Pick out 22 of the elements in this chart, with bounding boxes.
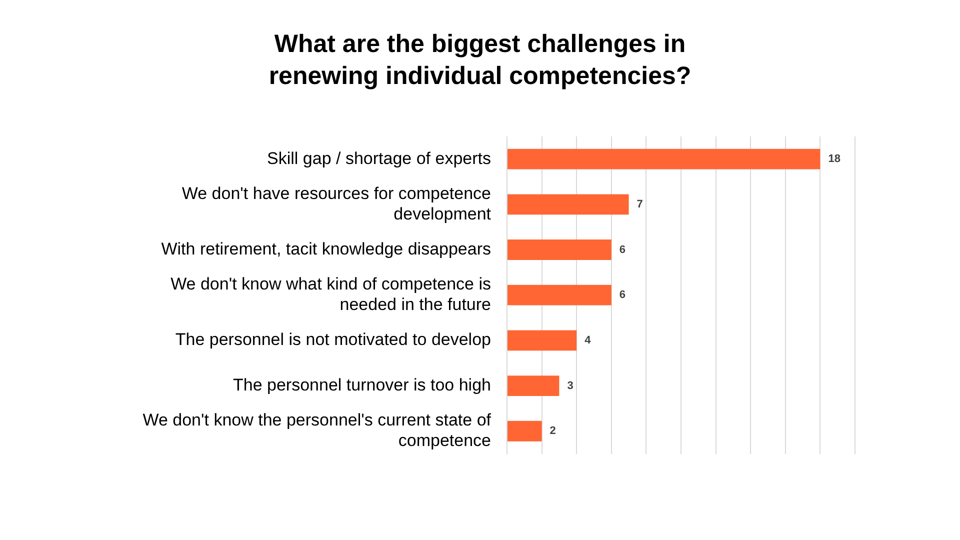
bar <box>508 284 612 306</box>
chart-title: What are the biggest challenges in renewing individual competencies? <box>268 29 692 92</box>
data-label: 6 <box>619 289 626 302</box>
y-tick-label: With retirement, tacit knowledge disappears <box>161 239 491 258</box>
data-label: 3 <box>567 380 574 392</box>
bar <box>508 194 629 215</box>
y-tick-label: We don't have resources for competence development <box>182 184 492 224</box>
data-label: 18 <box>828 153 840 166</box>
y-tick-label: Skill gap / shortage of experts <box>267 148 491 168</box>
y-tick-label: The personnel turnover is too high <box>233 375 491 394</box>
bar <box>508 330 577 351</box>
bar <box>508 240 612 260</box>
data-label: 6 <box>619 244 626 256</box>
data-label: 2 <box>550 425 556 438</box>
y-tick-label: We don't know what kind of competence is needed in the future <box>170 274 491 314</box>
data-label: 4 <box>584 334 592 346</box>
y-tick-label: We don't know the personnel's current state of competence <box>142 410 492 450</box>
bar <box>508 148 820 170</box>
bar <box>508 376 560 396</box>
data-label: 7 <box>636 198 643 210</box>
y-tick-label: The personnel is not motivated to develop <box>175 330 491 350</box>
bar <box>508 420 542 442</box>
